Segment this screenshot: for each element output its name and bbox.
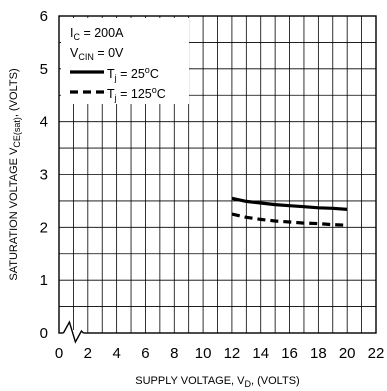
condition-ic-main: I: [70, 26, 73, 40]
condition-vcin: VCIN = 0V: [70, 46, 124, 62]
x-tick-label: 0: [55, 345, 63, 362]
legend-box: [61, 18, 189, 104]
y-tick-label: 2: [40, 219, 48, 236]
condition-vcin-tail: = 0V: [94, 46, 124, 60]
x-tick-label: 18: [310, 345, 327, 362]
series-line-25c: [231, 196, 348, 211]
condition-ic-sub: C: [73, 32, 80, 42]
condition-ic: IC = 200A: [70, 26, 124, 42]
axis-break-mark: [62, 320, 84, 344]
data-series: [231, 196, 348, 227]
x-axis-label-sub: D: [245, 379, 252, 389]
y-axis-label-main: SATURATION VOLTAGE V: [8, 147, 20, 281]
condition-vcin-main: V: [70, 46, 79, 60]
x-tick-label: 14: [252, 345, 269, 362]
x-tick-label: 2: [84, 345, 92, 362]
x-tick-label: 4: [112, 345, 120, 362]
y-tick-label: 4: [40, 114, 48, 131]
x-tick-label: 16: [281, 345, 298, 362]
legend-125c-main: T: [107, 87, 115, 101]
legend-label-125c: Tj = 125oC: [107, 85, 166, 103]
x-tick-label: 10: [195, 345, 212, 362]
x-tick-label: 20: [339, 345, 356, 362]
legend-25c-sup: o: [145, 65, 150, 75]
legend: IC = 200A VCIN = 0V Tj = 25oC Tj = 125oC: [61, 18, 189, 104]
axis-break: [62, 320, 84, 344]
legend-label-25c: Tj = 25oC: [107, 65, 159, 83]
x-tick-label: 12: [224, 345, 241, 362]
y-tick-label: 5: [40, 61, 48, 78]
legend-25c-sub: j: [114, 73, 117, 83]
legend-125c-tail: = 125: [117, 87, 152, 101]
condition-ic-tail: = 200A: [80, 26, 124, 40]
y-axis-label: SATURATION VOLTAGE VCE(sat), (VOLTS): [8, 68, 22, 280]
x-tick-label: 6: [141, 345, 149, 362]
x-tick-label: 8: [170, 345, 178, 362]
legend-25c-main: T: [107, 67, 115, 81]
condition-vcin-sub: CIN: [78, 52, 94, 62]
x-tick-label: 22: [368, 345, 385, 362]
legend-125c-sup: o: [152, 85, 157, 95]
legend-125c-sub: j: [114, 93, 117, 103]
x-axis-label-tail: , (VOLTS): [251, 375, 300, 387]
legend-25c-unit: C: [150, 67, 159, 81]
plot-frame: [58, 15, 377, 334]
y-axis-label-tail: , (VOLTS): [8, 68, 20, 117]
y-tick-label: 3: [40, 167, 48, 184]
y-axis-label-sub: CE(sat): [12, 117, 22, 148]
legend-25c-tail: = 25: [117, 67, 145, 81]
legend-125c-unit: C: [157, 87, 166, 101]
y-tick-label: 0: [40, 325, 48, 342]
x-axis-label-main: SUPPLY VOLTAGE, V: [135, 375, 245, 387]
x-axis-label: SUPPLY VOLTAGE, VD, (VOLTS): [135, 375, 299, 389]
y-tick-labels: 0 1 2 3 4 5 6: [40, 8, 48, 342]
x-tick-labels: 0 2 4 6 8 10 12 14 16 18 20 22: [55, 345, 385, 362]
y-tick-label: 6: [40, 8, 48, 25]
y-tick-label: 1: [40, 272, 48, 289]
series-line-125c: [231, 212, 348, 227]
